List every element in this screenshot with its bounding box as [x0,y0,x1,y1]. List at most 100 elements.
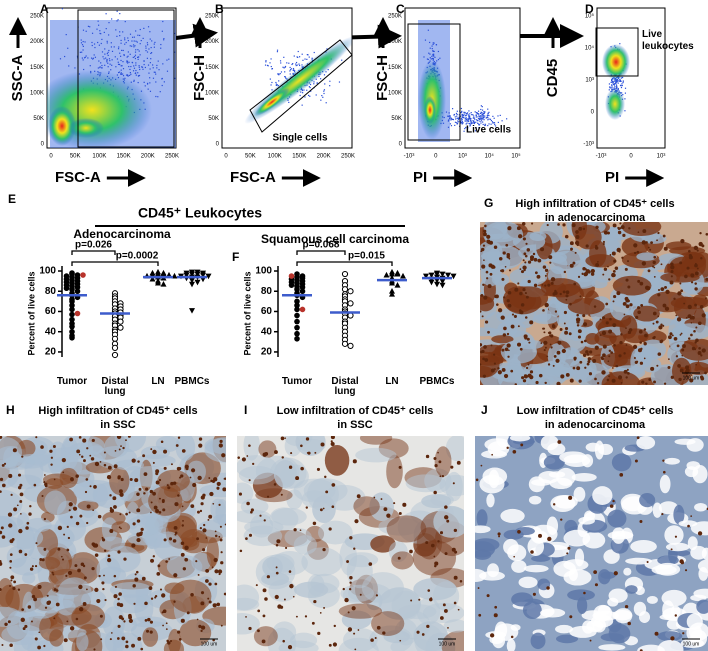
stained-cell [582,353,587,357]
stained-cell [148,586,153,590]
event [453,113,456,116]
stained-cell [676,317,682,322]
stained-cell [648,378,652,381]
event [135,74,137,76]
tissue-island [284,528,312,547]
stained-cell [174,531,178,535]
data-point [428,272,435,279]
event [122,61,124,63]
stained-cell [670,270,674,274]
tissue-island [586,620,604,633]
event [133,46,135,48]
event [479,118,481,120]
event [476,112,478,114]
stained-cell [705,277,708,281]
stained-cell [529,370,534,374]
stained-cell [113,594,118,599]
event [615,81,617,84]
event [101,67,103,69]
event [99,66,101,68]
stained-cell [113,574,117,578]
stained-cell [557,440,562,444]
event [308,56,310,58]
stained-cell [523,374,527,377]
stained-cell [662,234,666,238]
event [455,118,457,120]
event [467,126,469,129]
event [463,114,465,116]
stained-cell [7,512,13,517]
event [463,113,465,115]
event [614,86,616,88]
stained-cell [670,548,673,551]
event [480,115,482,117]
event [323,74,326,76]
stained-cell [597,260,599,263]
event [151,40,153,42]
event [470,112,472,114]
event [479,117,481,119]
stained-cell [319,612,322,614]
stained-cell [537,258,542,263]
stained-cell [688,254,693,258]
tissue-island [99,536,126,551]
tissue-island [191,552,211,572]
flow-plot [221,7,353,149]
stained-cell [624,267,628,271]
event [97,20,99,22]
event [80,39,82,41]
event [108,49,110,52]
stained-cell [132,584,136,588]
stained-cell [601,330,607,336]
stained-cell [563,322,566,325]
stained-cell [501,348,505,352]
x-tick-label: 250K [341,154,355,160]
stained-cell [689,378,694,383]
stained-cell [0,436,3,439]
event [116,58,119,60]
stained-cell [331,483,336,487]
stained-cell [637,306,641,310]
stained-cell [152,449,157,455]
stained-cell [562,290,566,294]
event [90,57,93,59]
panel-letter: A [40,2,49,16]
event [306,54,308,56]
y-tick-label: 100K [205,90,219,96]
stained-cell [12,448,17,453]
stained-cell [427,589,431,592]
stained-cell [433,555,436,558]
stained-cell [493,368,496,371]
stained-cell [483,345,487,349]
stained-cell [79,606,84,612]
event [280,71,283,73]
event [134,72,136,75]
stained-cell [533,257,538,262]
event [433,50,435,53]
event [109,63,111,65]
event [279,60,282,62]
stained-cell [579,360,583,364]
stained-cell [136,537,141,543]
stained-cell [622,301,627,306]
event [474,111,476,113]
event [107,66,109,68]
stained-cell [544,284,547,287]
stained-cell [283,598,286,601]
flow-plot [46,7,177,149]
stained-cell [77,568,81,573]
stained-cell [9,566,12,569]
y-tick-label: 100 [255,266,272,277]
stained-cell [606,231,610,235]
y-axis-label: Percent of live cells [26,271,36,355]
event [465,117,467,119]
stained-cell [333,624,336,628]
stained-cell [437,451,439,454]
data-point [394,270,401,277]
event [124,37,126,39]
stained-cell [559,327,563,331]
event [447,120,449,122]
stained-cell [600,356,604,360]
event [145,45,147,47]
